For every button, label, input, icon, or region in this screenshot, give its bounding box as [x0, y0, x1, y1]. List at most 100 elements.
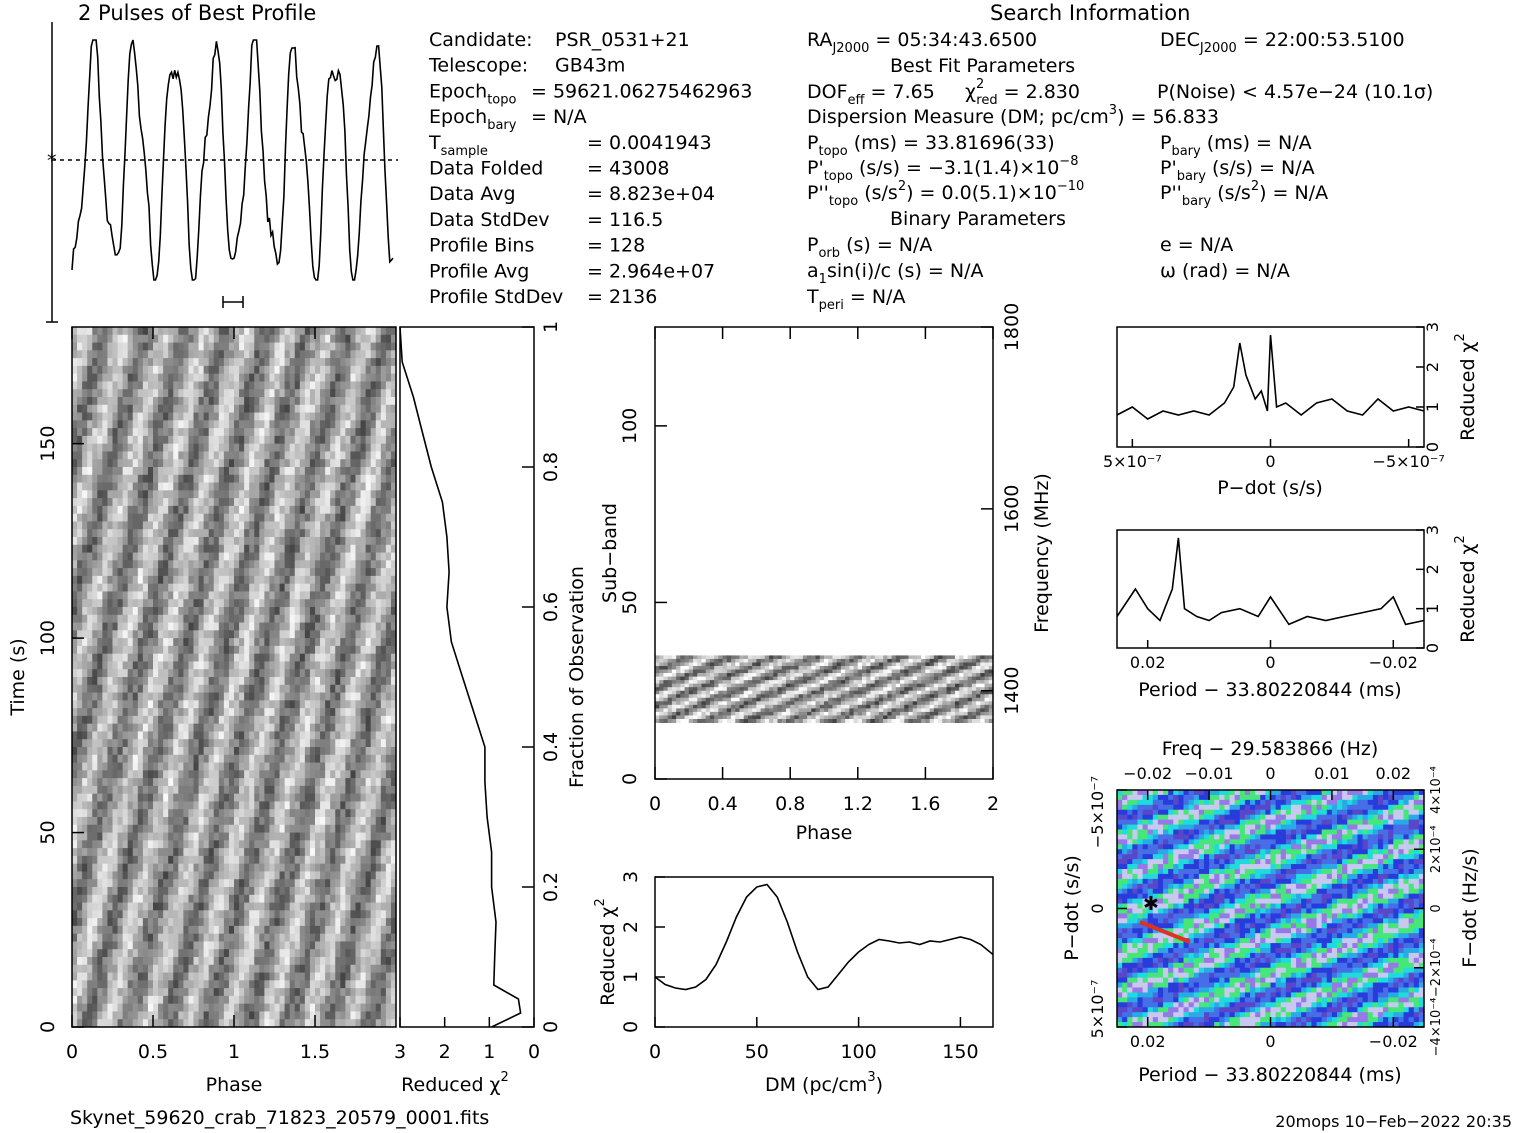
heatmap-cell	[340, 560, 346, 569]
heatmap-cell	[345, 902, 352, 911]
heatmap-cell	[259, 801, 265, 810]
heatmap-cell	[289, 747, 296, 756]
heatmap-cell	[127, 358, 134, 367]
heatmap-cell	[208, 887, 215, 896]
heatmap-cell	[218, 918, 225, 927]
heatmap-cell	[193, 451, 200, 460]
heatmap-cell	[218, 365, 225, 375]
heatmap-cell	[183, 327, 190, 336]
heatmap-cell	[228, 529, 235, 538]
heatmap-cell	[87, 404, 93, 414]
heatmap-cell	[87, 863, 93, 873]
heatmap-cell	[274, 591, 281, 600]
heatmap-cell	[188, 801, 195, 810]
heatmap-cell	[370, 428, 377, 437]
heatmap-cell	[244, 334, 250, 344]
heatmap-cell	[112, 451, 119, 460]
heatmap-cell	[183, 560, 190, 569]
heatmap-cell	[198, 544, 205, 554]
heatmap-cell	[254, 770, 260, 779]
heatmap-cell	[360, 731, 367, 740]
heatmap-cell	[213, 731, 220, 740]
heatmap-cell	[112, 505, 119, 515]
heatmap-cell	[315, 832, 321, 841]
heatmap-cell	[142, 498, 149, 507]
heatmap-cell	[375, 785, 382, 795]
heatmap-cell	[259, 614, 265, 624]
heatmap-cell	[320, 669, 326, 678]
heatmap-cell	[193, 817, 200, 826]
heatmap-cell	[289, 848, 296, 857]
heatmap-cell	[178, 404, 184, 414]
heatmap-cell	[203, 692, 210, 701]
heatmap-cell	[294, 661, 301, 670]
heatmap-cell	[87, 334, 93, 344]
heatmap-cell	[284, 832, 291, 841]
heatmap-cell	[92, 428, 98, 437]
heatmap-cell	[153, 684, 159, 694]
heatmap-cell	[183, 397, 190, 406]
heatmap-cell	[274, 513, 281, 523]
heatmap-cell	[279, 614, 286, 624]
heatmap-cell	[82, 373, 88, 383]
heatmap-cell	[153, 902, 159, 911]
heatmap-cell	[82, 537, 88, 546]
heatmap-cell	[87, 731, 93, 740]
heatmap-cell	[309, 918, 316, 927]
heatmap-cell	[193, 552, 200, 561]
heatmap-cell	[178, 894, 184, 904]
heatmap-cell	[153, 887, 159, 896]
heatmap-cell	[127, 599, 134, 608]
heatmap-cell	[269, 420, 276, 429]
heatmap-cell	[299, 373, 306, 383]
heatmap-cell	[203, 910, 210, 919]
heatmap-cell	[244, 902, 250, 911]
heatmap-cell	[299, 537, 306, 546]
heatmap-cell	[163, 560, 169, 569]
heatmap-cell	[335, 350, 341, 359]
heatmap-cell	[274, 622, 281, 631]
heatmap-cell	[228, 552, 235, 561]
heatmap-cell	[375, 692, 382, 701]
heatmap-cell	[122, 739, 129, 748]
heatmap-cell	[264, 700, 271, 709]
heatmap-cell	[350, 638, 357, 647]
heatmap-cell	[77, 848, 83, 857]
heatmap-cell	[127, 684, 134, 694]
heatmap-cell	[380, 389, 387, 398]
heatmap-cell	[132, 537, 139, 546]
heatmap-cell	[77, 801, 83, 810]
heatmap-cell	[117, 817, 124, 826]
heatmap-cell	[122, 599, 129, 608]
heatmap-cell	[340, 894, 346, 904]
heatmap-cell	[264, 910, 271, 919]
heatmap-cell	[284, 785, 291, 795]
heatmap-cell	[390, 918, 396, 927]
heatmap-cell	[72, 342, 78, 351]
heatmap-cell	[279, 358, 286, 367]
heatmap-cell	[198, 521, 205, 530]
heatmap-cell	[249, 918, 255, 927]
heatmap-cell	[325, 334, 331, 344]
heatmap-cell	[158, 770, 164, 779]
heatmap-cell	[279, 428, 286, 437]
heatmap-cell	[97, 599, 103, 608]
heatmap-cell	[234, 428, 240, 437]
heatmap-cell	[77, 443, 83, 453]
heatmap-cell	[294, 505, 301, 515]
heatmap-cell	[223, 482, 230, 491]
heatmap-cell	[173, 887, 179, 896]
heatmap-cell	[117, 412, 124, 421]
heatmap-cell	[345, 770, 352, 779]
heatmap-cell	[340, 443, 346, 453]
heatmap-cell	[112, 599, 119, 608]
heatmap-cell	[102, 505, 109, 515]
heatmap-cell	[390, 599, 396, 608]
heatmap-cell	[82, 412, 88, 421]
heatmap-cell	[158, 342, 164, 351]
heatmap-cell	[244, 614, 250, 624]
heatmap-cell	[208, 723, 215, 733]
heatmap-cell	[264, 474, 271, 484]
heatmap-cell	[97, 350, 103, 359]
heatmap-cell	[360, 840, 367, 849]
